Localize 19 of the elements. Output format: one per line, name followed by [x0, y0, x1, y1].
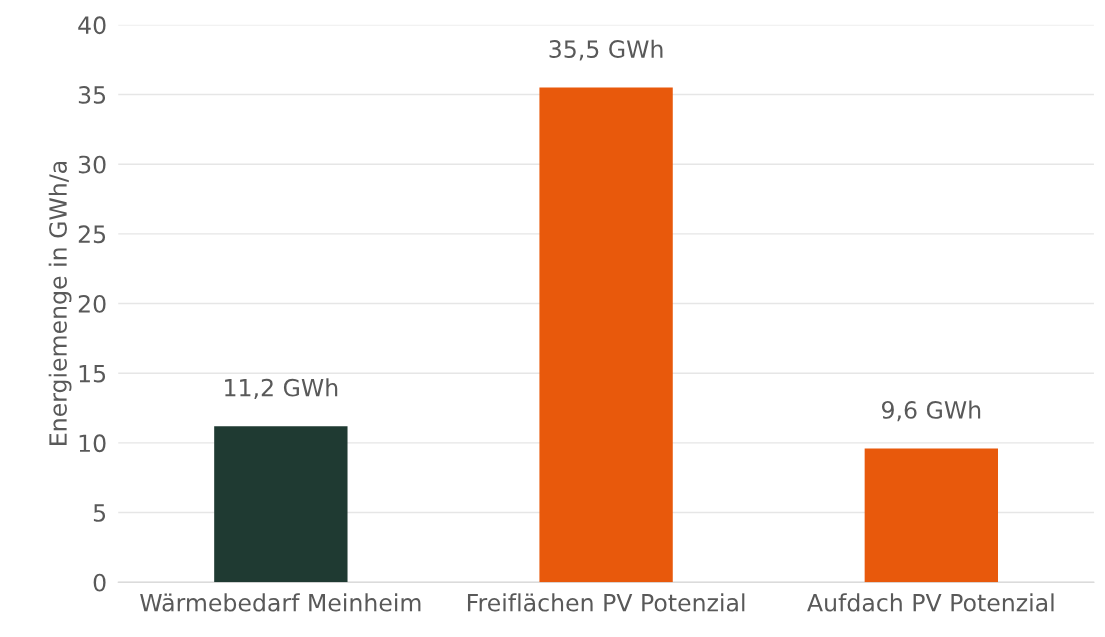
y-tick-label: 20	[78, 294, 106, 313]
y-tick-label: 35	[78, 85, 106, 104]
y-tick-label: 15	[79, 364, 106, 383]
y-tick-label: 25	[78, 225, 106, 244]
y-tick-label: 30	[78, 155, 106, 174]
bar	[539, 87, 673, 583]
data-label: 11,2 GWh	[225, 378, 338, 399]
bar	[214, 426, 348, 583]
y-axis-title: Energiemenge in GWh/a	[48, 162, 72, 445]
y-tick-label: 5	[93, 504, 106, 522]
x-tick-label: Freiflächen PV Potenzial	[467, 593, 745, 612]
y-tick-label: 0	[93, 573, 106, 592]
bar	[864, 448, 998, 583]
y-tick-label: 10	[79, 434, 106, 453]
x-tick-label: Wärmebedarf Meinheim	[140, 593, 421, 612]
y-tick-label: 40	[78, 16, 106, 35]
data-label: 9,6 GWh	[881, 400, 981, 422]
data-label: 35,5 GWh	[549, 39, 663, 61]
x-tick-label: Aufdach PV Potenzial	[807, 593, 1054, 612]
